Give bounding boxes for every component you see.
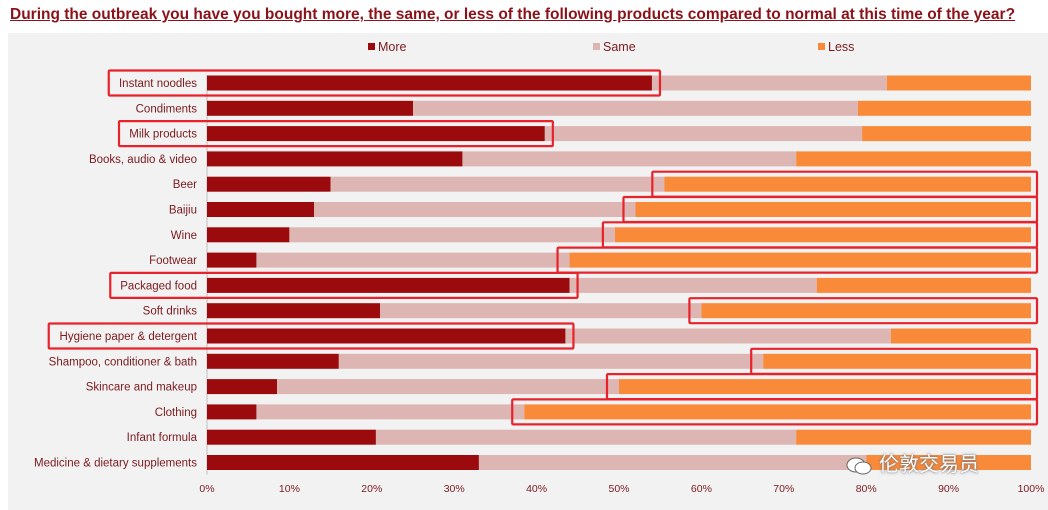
bar-segment-same: [544, 126, 863, 142]
x-tick-label: 10%: [279, 483, 300, 495]
x-tick-label: 50%: [608, 483, 629, 495]
highlight-box: [688, 297, 1039, 325]
bar-segment-same: [462, 151, 797, 167]
bar-segment-more: [207, 252, 257, 268]
x-tick-label: 90%: [938, 483, 959, 495]
category-label: Shampoo, conditioner & bath: [49, 356, 197, 368]
bar-segment-same: [413, 100, 858, 116]
highlight-box: [107, 69, 662, 97]
category-label: Infant formula: [127, 432, 198, 444]
bar-segment-more: [207, 429, 376, 445]
category-label: Clothing: [155, 407, 197, 419]
chart-title: During the outbreak you have you bought …: [10, 6, 1016, 23]
bar-segment-same: [478, 455, 867, 470]
bar-segment-more: [207, 455, 479, 470]
category-label: Soft drinks: [143, 306, 198, 318]
x-tick-label: 40%: [526, 483, 547, 495]
bar-segment-less: [763, 353, 1031, 369]
bar-segment-same: [338, 353, 764, 369]
bar-segment-less: [701, 303, 1031, 319]
legend-label-same: Same: [603, 40, 636, 54]
bar-segment-more: [207, 151, 463, 167]
bar-segment-same: [330, 176, 665, 192]
stacked-bar-chart: More Same Less Instant noodles Condiments Mil…: [34, 40, 1045, 495]
category-label: Skincare and makeup: [86, 382, 197, 394]
bar-segment-more: [207, 328, 566, 344]
bar-segment-less: [796, 151, 1031, 167]
bar-segment-more: [207, 176, 331, 192]
bar-segment-less: [614, 227, 1031, 243]
legend-label-more: More: [378, 40, 407, 54]
bar-segment-more: [207, 126, 545, 142]
bar-segment-same: [256, 404, 525, 420]
x-tick-label: 0%: [199, 483, 214, 495]
category-label: Footwear: [149, 255, 197, 267]
bar-segment-same: [375, 429, 797, 445]
legend-swatch-less: [818, 43, 825, 50]
category-label: Packaged food: [120, 280, 197, 292]
x-tick-label: 60%: [691, 483, 712, 495]
bar-segment-less: [524, 404, 1031, 420]
legend-label-less: Less: [828, 40, 854, 54]
category-label: Condiments: [136, 103, 198, 115]
bar-segment-same: [569, 277, 817, 293]
bar-segment-more: [207, 100, 413, 116]
category-label: Milk products: [129, 129, 197, 141]
bar-segment-less: [664, 176, 1031, 192]
x-tick-label: 100%: [1018, 483, 1045, 495]
x-tick-label: 80%: [856, 483, 877, 495]
bar-segment-same: [314, 202, 636, 217]
bar-segment-less: [816, 277, 1031, 293]
category-label: Beer: [173, 179, 197, 191]
x-tick-label: 30%: [444, 483, 465, 495]
bar-segment-same: [277, 379, 619, 395]
highlight-box: [117, 119, 554, 148]
bar-segment-same: [256, 252, 570, 268]
bar-segment-more: [207, 277, 570, 293]
bar-segment-less: [857, 100, 1031, 116]
bar-segment-more: [207, 303, 381, 319]
bar-segment-same: [289, 227, 615, 243]
bar-segment-same: [565, 328, 891, 344]
bar-segment-less: [569, 252, 1031, 268]
category-label: Wine: [171, 230, 197, 242]
category-label: Medicine & dietary supplements: [34, 458, 197, 470]
bar-segment-less: [862, 126, 1031, 142]
bar-segment-more: [207, 202, 315, 217]
category-label: Baijiu: [169, 205, 197, 217]
bar-segment-less: [796, 429, 1031, 445]
category-label: Hygiene paper & detergent: [60, 331, 198, 343]
category-label: Instant noodles: [119, 78, 197, 90]
bar-segment-more: [207, 75, 652, 91]
bar-segment-less: [619, 379, 1031, 395]
wechat-icon: [846, 457, 872, 475]
bar-segment-less: [890, 328, 1031, 344]
legend-swatch-more: [368, 43, 375, 50]
highlight-box: [556, 246, 1039, 274]
bar-segment-more: [207, 379, 278, 395]
chart-panel: More Same Less Instant noodles Condiments Mil…: [8, 33, 1048, 510]
x-tick-label: 70%: [773, 483, 794, 495]
bar-segment-more: [207, 353, 339, 369]
bar-segment-less: [635, 202, 1031, 217]
watermark-text: 伦敦交易员: [879, 454, 979, 476]
bar-segment-same: [651, 75, 887, 91]
highlight-box: [47, 322, 575, 350]
legend-swatch-same: [593, 43, 600, 50]
bar-segment-less: [886, 75, 1031, 91]
watermark: 伦敦交易员: [845, 448, 979, 477]
category-label: Books, audio & video: [89, 154, 197, 166]
bar-segment-same: [380, 303, 702, 319]
bar-segment-more: [207, 227, 290, 243]
bar-segment-more: [207, 404, 257, 420]
x-tick-label: 20%: [361, 483, 382, 495]
bar-segment-less: [866, 455, 1031, 470]
highlight-box: [109, 271, 579, 299]
highlight-box: [511, 398, 1039, 426]
